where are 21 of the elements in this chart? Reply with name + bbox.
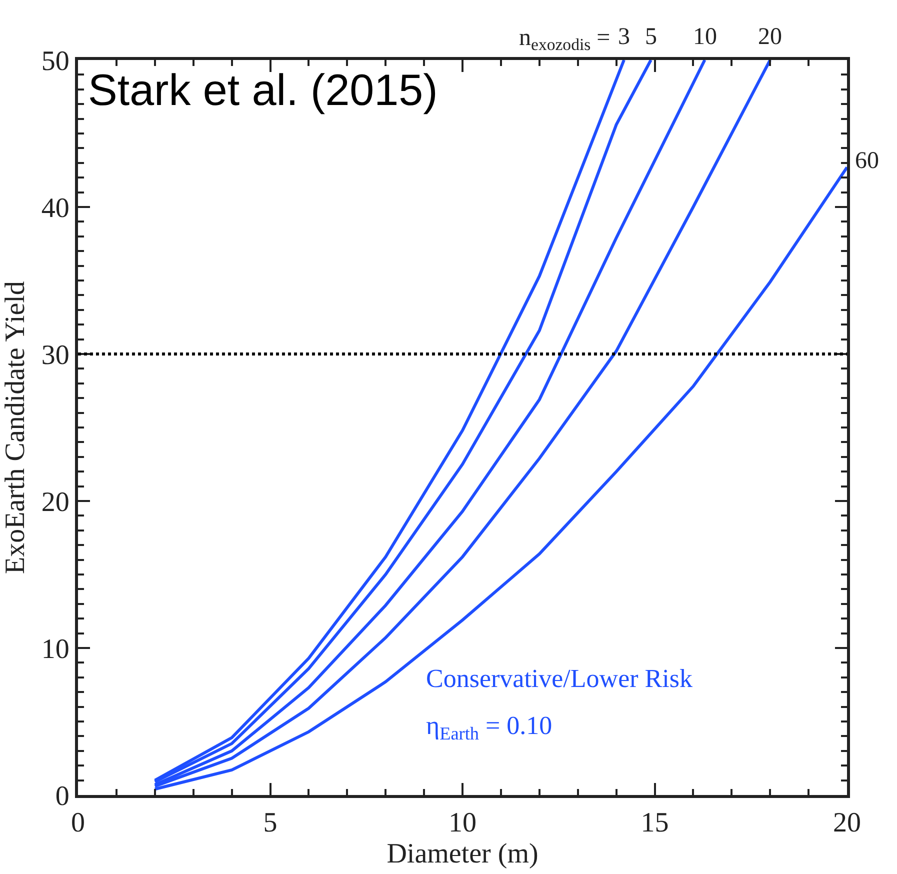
y-axis-title: ExoEarth Candidate Yield xyxy=(0,281,31,574)
y-tick-label: 40 xyxy=(41,192,70,224)
text: n$_{exozodis}$ = xyxy=(519,25,610,54)
x-axis-title: Diameter (m) xyxy=(386,838,538,870)
annotation: Conservative/Lower Risk xyxy=(426,664,692,693)
y-tick-label: 50 xyxy=(41,46,70,77)
series-label: 5 xyxy=(645,24,657,50)
x-tick-label: 20 xyxy=(833,808,861,839)
y-tick-label: 0 xyxy=(55,780,70,812)
y-tick-label: 20 xyxy=(41,486,70,518)
y-tick-label: 10 xyxy=(41,634,70,665)
annotation: η$_{Earth}$ = 0.10 xyxy=(426,711,552,744)
series-label: 60 xyxy=(855,148,879,174)
x-tick-label: 10 xyxy=(448,808,476,839)
annotation: Stark et al. (2015) xyxy=(88,66,438,115)
x-tick-label: 15 xyxy=(640,808,669,839)
y-tick-label: 30 xyxy=(41,340,70,371)
series-label: 10 xyxy=(693,24,717,50)
x-tick-label: 5 xyxy=(263,808,278,839)
series-label: 20 xyxy=(758,24,782,50)
series-label: 3 xyxy=(618,24,630,50)
